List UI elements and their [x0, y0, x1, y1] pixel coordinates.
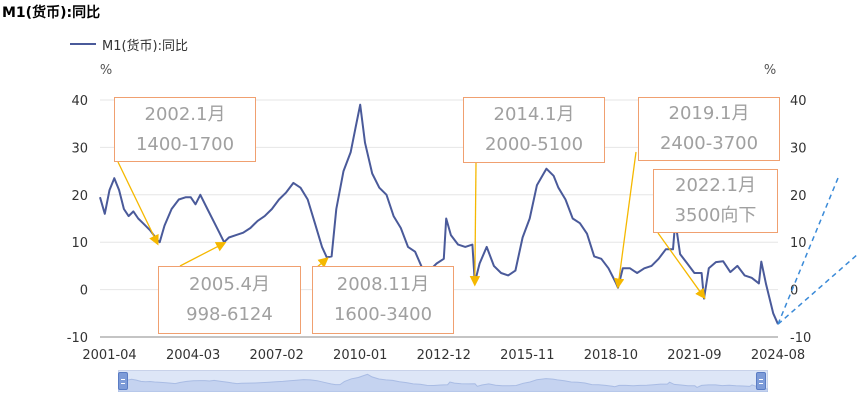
- annotation-2022: 2022.1月 3500向下: [653, 169, 778, 233]
- annotation-range: 2400-3700: [659, 133, 759, 154]
- x-tick-label: 2007-02: [249, 348, 303, 363]
- y-tick-label-left: 10: [71, 236, 88, 251]
- legend-label: M1(货币):同比: [102, 38, 189, 54]
- datazoom-preview: [118, 373, 768, 392]
- x-tick-label: 2015-11: [500, 348, 554, 363]
- annotation-range: 2000-5100: [484, 134, 584, 155]
- annotation-2019: 2019.1月 2400-3700: [638, 97, 780, 161]
- x-tick-label: 2004-03: [166, 348, 220, 363]
- y-tick-label-left: 40: [71, 94, 88, 109]
- x-tick-label: 2001-04: [82, 348, 136, 363]
- y-tick-label-right: -10: [790, 331, 811, 346]
- datazoom-slider[interactable]: [118, 370, 768, 392]
- annotation-arrow: [469, 162, 481, 287]
- x-tick-label: 2010-01: [333, 348, 387, 363]
- y-tick-label-right: 40: [790, 94, 807, 109]
- annotation-date: 2014.1月: [493, 104, 575, 125]
- annotation-range: 998-6124: [186, 304, 273, 325]
- y-tick-label-right: 30: [790, 141, 807, 156]
- annotation-2008: 2008.11月 1600-3400: [312, 266, 454, 334]
- y-tick-label-left: 30: [71, 141, 88, 156]
- datazoom-left-handle[interactable]: [118, 372, 128, 390]
- annotation-range: 1400-1700: [135, 133, 235, 155]
- annotation-arrow: [117, 161, 159, 246]
- annotation-2014: 2014.1月 2000-5100: [463, 97, 605, 163]
- annotation-arrow: [657, 232, 706, 300]
- y-tick-label-left: -10: [67, 331, 88, 346]
- legend-swatch: [70, 43, 96, 45]
- x-tick-label: 2018-10: [584, 348, 638, 363]
- annotation-2005: 2005.4月 998-6124: [158, 266, 301, 334]
- y-unit-right: %: [764, 63, 776, 78]
- datazoom-right-handle[interactable]: [756, 372, 766, 390]
- annotation-2002: 2002.1月 1400-1700: [114, 97, 256, 162]
- y-tick-label-left: 20: [71, 189, 88, 204]
- annotation-arrow: [613, 151, 637, 289]
- annotation-date: 2005.4月: [189, 274, 270, 295]
- annotation-arrow: [179, 241, 227, 267]
- datazoom-preview-area: [118, 373, 768, 392]
- y-tick-label-right: 0: [790, 284, 798, 299]
- legend-item[interactable]: M1(货币):同比: [70, 36, 189, 54]
- y-tick-label-left: 0: [80, 284, 88, 299]
- x-tick-label: 2012-12: [417, 348, 471, 363]
- x-tick-label: 2021-09: [667, 348, 721, 363]
- annotation-range: 3500向下: [674, 205, 757, 226]
- annotation-date: 2002.1月: [144, 103, 226, 125]
- annotation-date: 2019.1月: [668, 103, 750, 124]
- annotation-date: 2022.1月: [675, 175, 756, 196]
- annotation-range: 1600-3400: [333, 304, 433, 325]
- y-unit-left: %: [100, 63, 112, 78]
- y-tick-label-right: 20: [790, 189, 807, 204]
- trend-line-upper: [777, 177, 839, 325]
- chart-title: M1(货币):同比: [2, 5, 101, 21]
- y-tick-label-right: 10: [790, 236, 807, 251]
- annotation-date: 2008.11月: [336, 274, 430, 295]
- x-tick-label: 2024-08: [751, 348, 805, 363]
